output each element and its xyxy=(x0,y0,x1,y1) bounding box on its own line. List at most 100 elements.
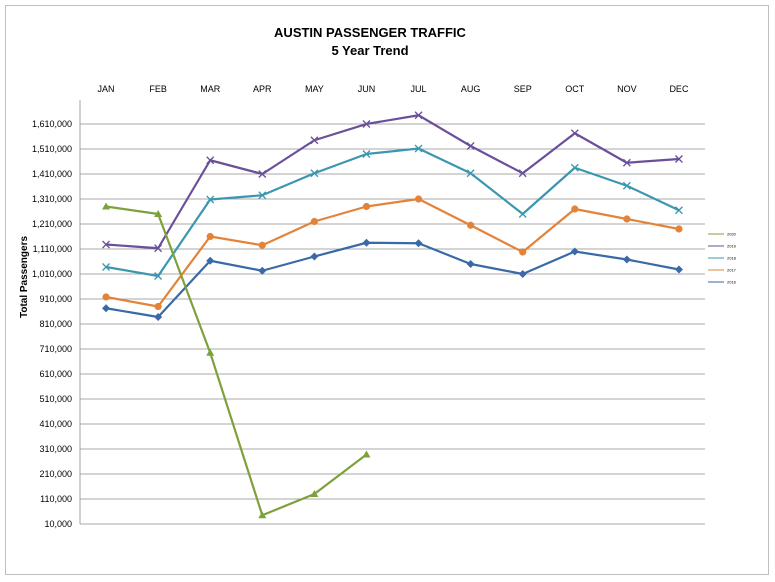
data-point xyxy=(518,169,527,178)
series-lines xyxy=(102,111,683,519)
data-point xyxy=(102,263,111,271)
data-point xyxy=(206,232,214,241)
data-point xyxy=(310,217,318,226)
legend-item: 2020 xyxy=(708,232,737,237)
x-tick-label: JUN xyxy=(358,84,376,94)
y-tick-label: 710,000 xyxy=(39,344,72,354)
y-tick-label: 510,000 xyxy=(39,394,72,404)
gridlines xyxy=(79,100,705,525)
chart-subtitle: 5 Year Trend xyxy=(331,43,408,58)
x-tick-label: DEC xyxy=(669,84,689,94)
data-point xyxy=(414,111,423,120)
data-point xyxy=(310,136,319,145)
data-point xyxy=(102,202,111,210)
y-tick-label: 1,510,000 xyxy=(32,144,72,154)
data-point xyxy=(623,215,631,223)
data-point xyxy=(362,202,371,211)
series-line xyxy=(105,147,680,278)
y-tick-label: 1,610,000 xyxy=(32,119,72,129)
x-tick-label: AUG xyxy=(461,84,481,94)
data-point xyxy=(206,256,215,265)
y-tick-label: 10,000 xyxy=(44,519,72,529)
data-point xyxy=(154,210,163,217)
legend-label: 2016 xyxy=(727,280,737,285)
series-line xyxy=(105,241,680,319)
x-tick-label: JUL xyxy=(411,84,427,94)
y-tick-label: 610,000 xyxy=(39,369,72,379)
data-point xyxy=(467,221,475,229)
data-point xyxy=(102,293,110,301)
series-2019 xyxy=(102,111,683,253)
data-point xyxy=(518,270,527,278)
series-2018 xyxy=(102,144,683,280)
series-line xyxy=(105,197,680,308)
data-point xyxy=(154,302,162,311)
y-tick-label: 910,000 xyxy=(39,294,72,304)
x-tick-label: NOV xyxy=(617,84,637,94)
legend-item: 2019 xyxy=(708,244,737,249)
data-point xyxy=(570,247,579,256)
series-2017 xyxy=(102,195,683,311)
y-tick-label: 210,000 xyxy=(39,469,72,479)
data-point xyxy=(466,260,475,268)
series-2020 xyxy=(102,202,371,519)
y-tick-label: 1,110,000 xyxy=(33,244,72,254)
x-tick-label: FEB xyxy=(149,84,167,94)
legend-label: 2017 xyxy=(727,268,737,273)
y-tick-label: 1,410,000 xyxy=(32,169,72,179)
data-point xyxy=(674,155,683,163)
data-point xyxy=(362,238,371,247)
y-tick-label: 310,000 xyxy=(39,444,72,454)
legend-label: 2020 xyxy=(727,232,737,237)
data-point xyxy=(414,239,423,248)
y-axis-ticks: 10,000 110,000 210,000 310,000 410,000 510,00… xyxy=(32,119,72,529)
data-point xyxy=(362,150,371,158)
legend-label: 2019 xyxy=(727,244,737,249)
x-tick-label: MAY xyxy=(305,84,324,94)
data-point xyxy=(154,272,163,280)
data-point xyxy=(622,158,631,167)
x-tick-label: APR xyxy=(253,84,272,94)
data-point xyxy=(258,241,266,249)
data-point xyxy=(571,205,579,213)
data-point xyxy=(414,144,423,153)
data-point xyxy=(102,240,111,249)
y-tick-label: 1,310,000 xyxy=(32,194,72,204)
legend-label: 2018 xyxy=(727,256,737,261)
data-point xyxy=(570,163,579,172)
data-point xyxy=(674,206,683,215)
data-point xyxy=(622,181,631,190)
y-tick-label: 1,010,000 xyxy=(32,269,72,279)
x-tick-label: OCT xyxy=(565,84,585,94)
x-axis-ticks: JAN FEB MAR APR MAY JUN JUL AUG SEP OCT NOV DEC xyxy=(98,84,689,94)
legend: 2020 2019 2018 2017 2016 xyxy=(708,232,737,285)
legend-item: 2018 xyxy=(708,256,737,261)
data-point xyxy=(206,348,215,356)
chart-title: AUSTIN PASSENGER TRAFFIC xyxy=(274,25,466,40)
data-point xyxy=(362,120,371,128)
y-tick-label: 410,000 xyxy=(39,419,72,429)
data-point xyxy=(102,304,111,313)
data-point xyxy=(466,142,475,150)
data-point xyxy=(414,195,423,203)
series-2016 xyxy=(102,238,683,321)
chart-frame xyxy=(5,5,769,575)
data-point xyxy=(519,248,527,256)
legend-item: 2016 xyxy=(708,280,737,285)
data-point xyxy=(206,156,215,165)
data-point xyxy=(310,490,319,497)
legend-item: 2017 xyxy=(708,268,737,273)
data-point xyxy=(675,225,683,233)
x-tick-label: MAR xyxy=(200,84,221,94)
data-point xyxy=(518,210,527,218)
data-point xyxy=(154,244,163,253)
data-point xyxy=(570,129,579,138)
data-point xyxy=(258,511,267,519)
y-axis-label: Total Passengers xyxy=(19,236,30,319)
series-line xyxy=(105,114,680,250)
data-point xyxy=(622,255,631,264)
x-tick-label: JAN xyxy=(98,84,115,94)
data-point xyxy=(206,195,215,204)
series-line xyxy=(105,205,368,517)
